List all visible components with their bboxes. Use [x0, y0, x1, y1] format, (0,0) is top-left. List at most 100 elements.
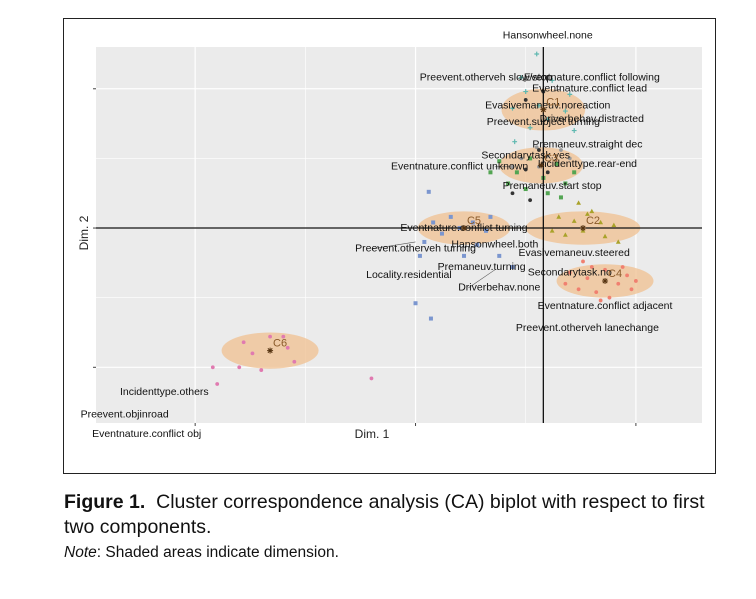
data-point — [567, 270, 572, 275]
data-point — [528, 198, 533, 203]
data-point — [215, 382, 220, 386]
data-point — [510, 191, 515, 196]
data-point — [523, 187, 528, 192]
data-point — [537, 148, 541, 152]
data-point — [576, 200, 581, 205]
ca-biplot: Hansonwheel.none Eventnature.conflict fol… — [77, 30, 702, 441]
data-point — [488, 170, 493, 175]
category-label: Incidenttype.rear-end — [538, 158, 637, 170]
cluster-label: C6 — [273, 338, 287, 350]
data-point — [448, 214, 453, 219]
data-point — [572, 170, 577, 175]
data-point — [250, 351, 255, 356]
data-point — [585, 276, 590, 281]
category-label: Eventnature.conflict lead — [532, 83, 647, 95]
data-point — [268, 334, 272, 339]
label-leader-lines — [371, 77, 566, 289]
data-point — [484, 228, 489, 233]
figure-note: Note: Shaded areas indicate dimension. — [64, 544, 724, 562]
data-point — [241, 340, 246, 345]
figure-label: Figure 1. — [64, 491, 146, 513]
cluster-centroid — [538, 162, 545, 169]
data-point — [581, 259, 585, 264]
cluster-label: C1 — [546, 97, 560, 109]
data-point — [567, 156, 572, 161]
note-text: : Shaded areas indicate dimension. — [96, 544, 339, 561]
data-point — [562, 108, 568, 114]
data-point — [497, 253, 502, 258]
category-label: Preevent.subject turning — [487, 116, 600, 128]
note-label: Note — [64, 544, 97, 561]
data-point — [576, 287, 581, 292]
data-point — [439, 231, 444, 236]
data-point — [369, 376, 374, 381]
data-point — [512, 139, 518, 145]
data-point — [567, 91, 573, 97]
category-label: Evasivemaneuv.steered — [519, 247, 630, 259]
category-label: Premaneuv.start stop — [503, 180, 602, 192]
data-point — [611, 222, 617, 228]
data-point — [607, 295, 612, 300]
data-point — [534, 51, 540, 57]
data-point — [549, 228, 555, 233]
cluster-label: C5 — [467, 215, 481, 227]
data-point — [292, 359, 297, 364]
data-point — [210, 365, 215, 370]
category-label: Preevent.otherveh slow/stop — [420, 71, 553, 83]
data-point — [589, 265, 594, 269]
data-point — [603, 267, 607, 272]
figure-caption-title: Figure 1. Cluster correspondence analysi… — [64, 490, 724, 540]
figure-frame: Hansonwheel.none Eventnature.conflict fol… — [63, 18, 716, 474]
data-point — [558, 195, 563, 200]
data-point — [598, 219, 604, 225]
data-point — [510, 105, 515, 111]
data-point — [285, 345, 290, 350]
category-label: Preevent.objinroad — [81, 408, 169, 420]
data-point — [523, 167, 528, 172]
category-label: Eventnature.conflict obj — [92, 428, 201, 440]
data-point — [589, 208, 595, 214]
cluster-label: C4 — [608, 268, 622, 280]
category-label: Eventnature.conflict following — [524, 71, 660, 83]
cluster-label: C2 — [586, 215, 600, 227]
data-point — [563, 181, 568, 186]
data-point — [534, 145, 539, 150]
leader-line — [468, 269, 496, 289]
category-label: Premaneuv.straight dec — [532, 138, 642, 150]
data-point — [281, 334, 286, 339]
data-point — [237, 365, 242, 370]
category-label: Eventnature.conflict unknown — [391, 161, 528, 173]
data-point — [602, 233, 608, 239]
category-label: Locality.residential — [366, 269, 452, 281]
category-label: Driverbehav.none — [458, 282, 540, 294]
data-point — [545, 170, 550, 175]
category-label: Driverbehav.distracted — [540, 113, 644, 125]
data-point — [545, 153, 550, 158]
data-point — [462, 253, 467, 258]
data-point — [629, 287, 634, 292]
category-label: Secondarytask.yes — [481, 149, 570, 161]
leader-line — [552, 88, 562, 92]
leader-line — [552, 116, 566, 120]
data-point — [523, 98, 528, 102]
data-point — [431, 220, 436, 225]
data-point — [563, 281, 568, 286]
data-point — [571, 218, 577, 223]
category-label: Premaneuv.turning — [438, 261, 526, 273]
data-point — [475, 242, 480, 247]
figure-caption: Figure 1. Cluster correspondence analysi… — [64, 490, 724, 562]
cluster-ellipses — [221, 88, 654, 369]
x-axis-label: Dim. 1 — [355, 427, 390, 441]
cluster-centroid — [580, 225, 587, 232]
data-point — [518, 75, 524, 81]
data-point — [562, 232, 568, 237]
data-point — [594, 290, 599, 294]
axis-ticks — [93, 88, 637, 426]
data-point — [510, 265, 515, 270]
data-point — [259, 368, 264, 372]
data-point — [523, 89, 529, 94]
data-point — [510, 164, 515, 169]
category-label: Eventnature.conflict adjacent — [538, 300, 673, 312]
category-label: Evasivemaneuv.noreaction — [485, 99, 610, 111]
cluster-centroid — [540, 106, 547, 113]
